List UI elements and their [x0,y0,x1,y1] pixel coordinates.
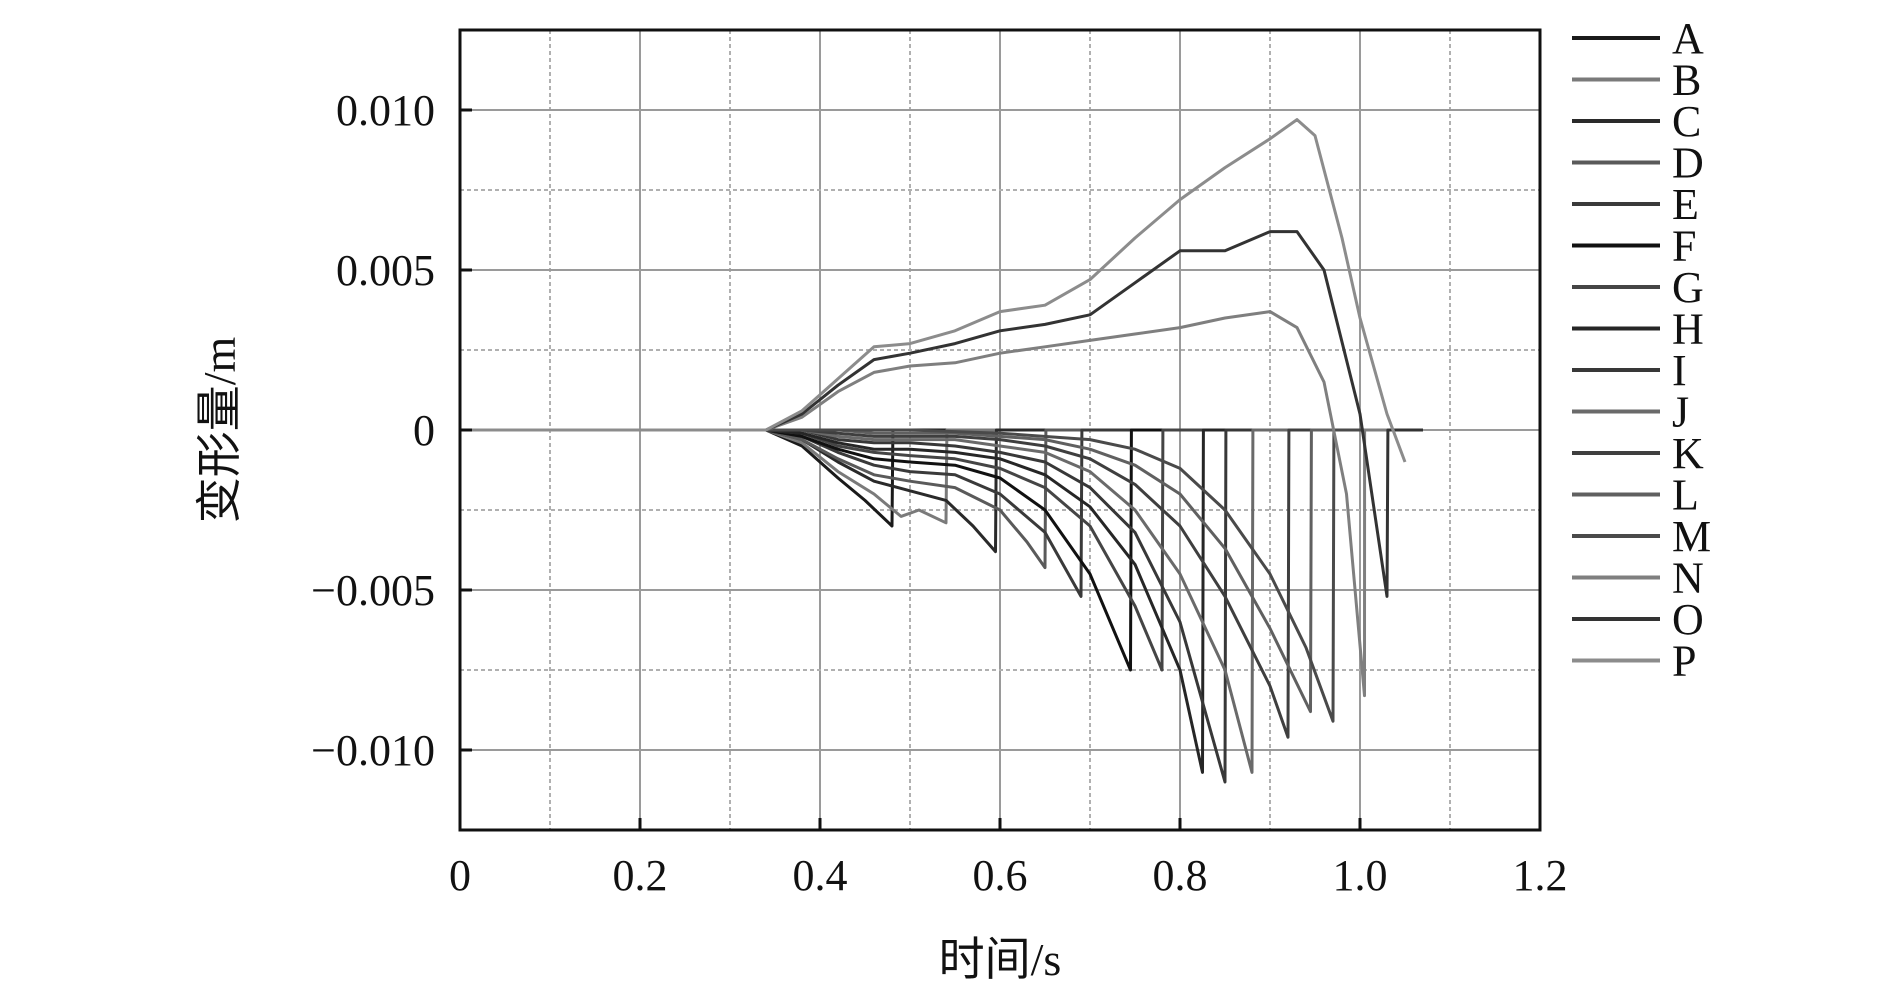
legend-label: L [1672,471,1699,520]
legend-label: J [1672,388,1689,437]
series-line-f [460,428,1423,672]
x-tick-label: 0.2 [613,851,668,900]
y-tick-label: −0.010 [311,726,435,775]
legend-label: I [1672,346,1687,395]
x-axis-title: 时间/s [939,934,1062,985]
series-line-n [460,310,1423,698]
series-line-g [460,428,1423,672]
x-tick-label: 1.0 [1333,851,1388,900]
legend-label: B [1672,56,1701,105]
y-tick-label: 0.010 [336,86,435,135]
legend-label: N [1672,554,1704,603]
series-layer [460,118,1423,784]
series-line-e [460,428,1423,598]
legend-label: A [1672,14,1704,63]
legend-label: P [1672,637,1696,686]
series-line-c [460,428,1423,554]
series-line-h [460,428,1423,774]
legend-label: H [1672,305,1704,354]
series-line-p [460,118,1407,463]
series-line-o [460,230,1423,598]
x-tick-label: 0.8 [1153,851,1208,900]
y-axis: 0.010 0.005 0 −0.005 −0.010 [311,86,472,775]
legend-label: E [1672,180,1699,229]
legend-label: C [1672,97,1701,146]
x-tick-label: 0 [449,851,471,900]
legend-label: F [1672,222,1696,271]
series-line-m [460,428,1423,723]
y-tick-label: 0 [413,406,435,455]
y-tick-label: 0.005 [336,246,435,295]
series-line-l [460,428,1423,714]
legend-label: M [1672,512,1711,561]
x-axis: 0 0.2 0.4 0.6 0.8 1.0 1.2 [449,818,1568,900]
legend-label: G [1672,263,1704,312]
x-tick-label: 0.6 [973,851,1028,900]
series-line-i [460,428,1423,784]
series-line-j [460,428,1423,774]
y-axis-title: 变形量/m [194,337,245,524]
y-tick-label: −0.005 [311,566,435,615]
legend-label: K [1672,429,1704,478]
legend-label: D [1672,139,1704,188]
x-tick-label: 0.4 [793,851,848,900]
x-tick-label: 1.2 [1513,851,1568,900]
series-line-k [460,428,1423,739]
legend-label: O [1672,595,1704,644]
